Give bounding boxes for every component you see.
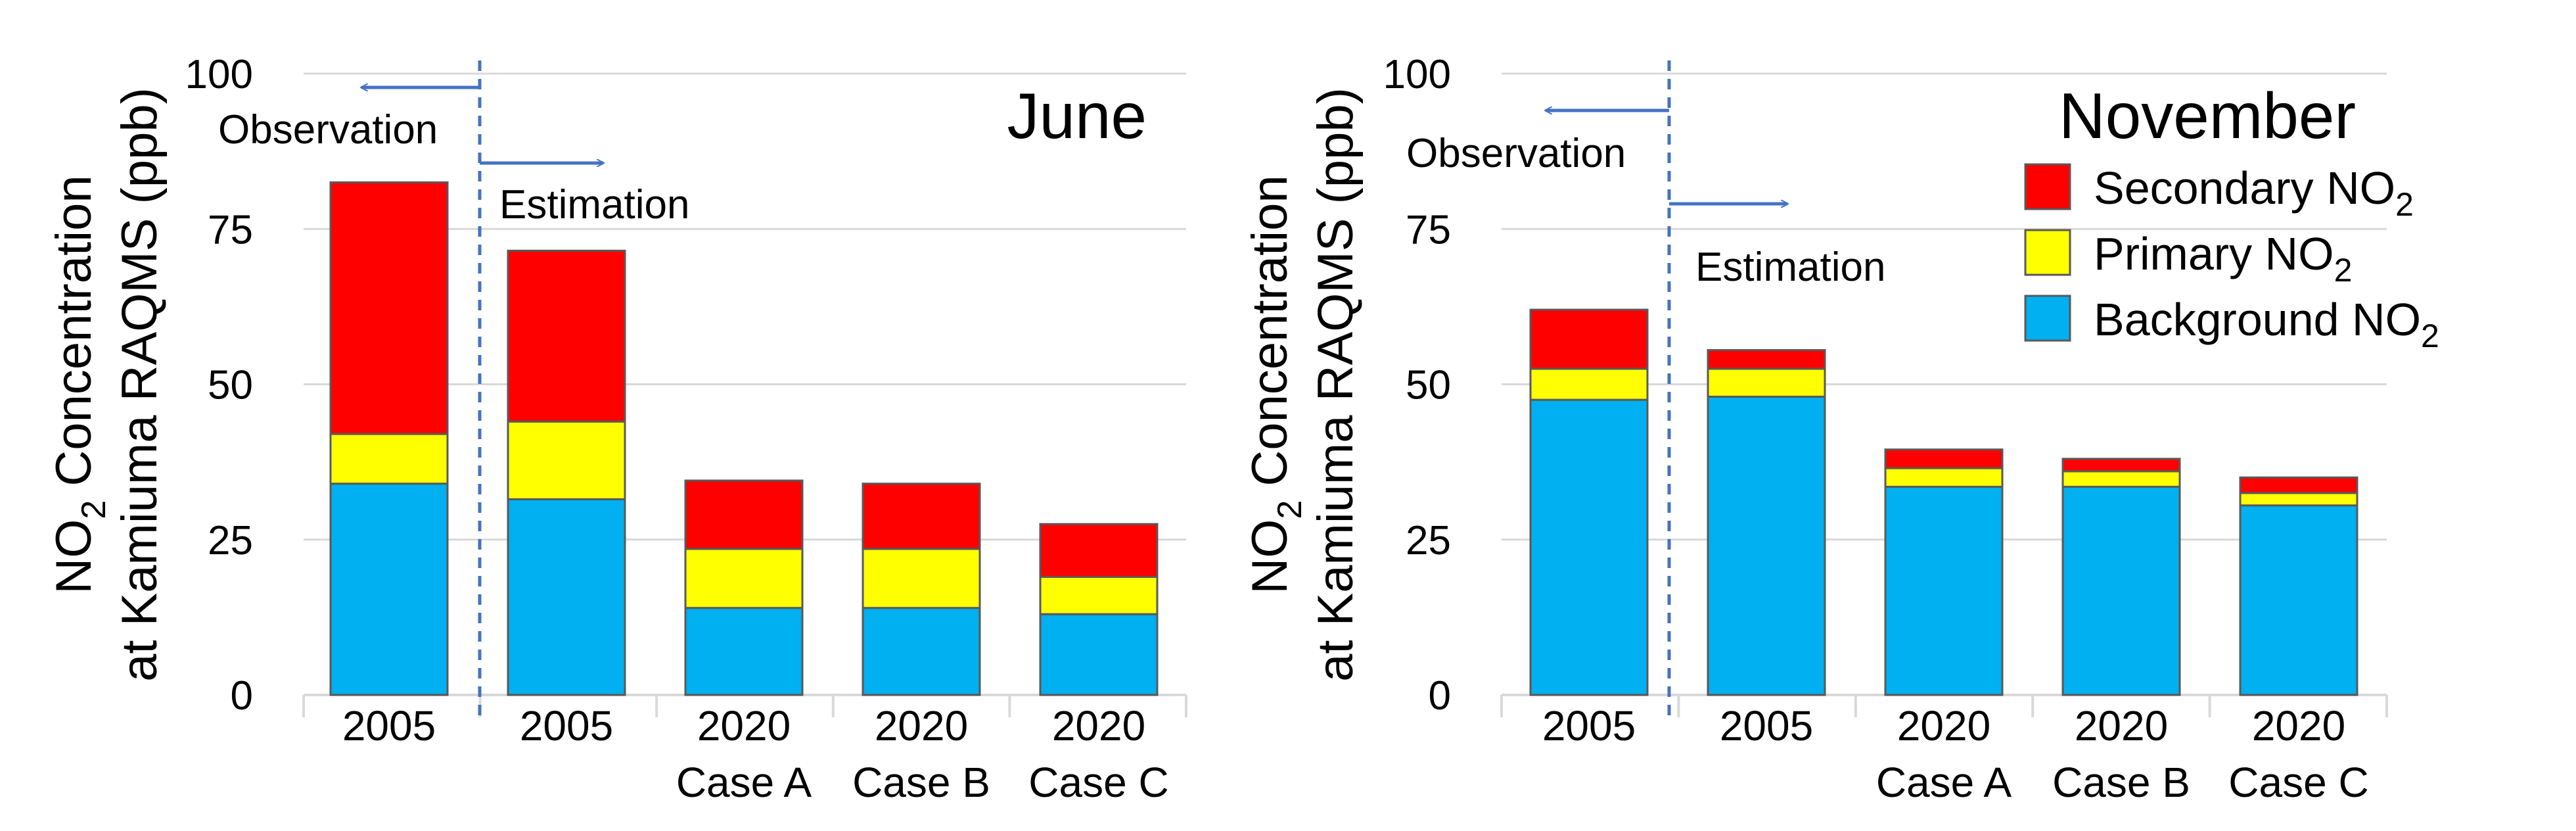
- y-axis-label-no: NO: [1242, 519, 1298, 594]
- x-tick-label: 2020: [2075, 702, 2168, 749]
- bar-secondary-5: [1039, 523, 1159, 578]
- estimation-label: Estimation: [499, 182, 689, 227]
- y-tick-label: 25: [1406, 518, 1451, 563]
- bar-primary-4: [2061, 470, 2181, 488]
- bar-primary-3: [684, 548, 804, 609]
- chart-title: November: [2059, 80, 2356, 152]
- bar-secondary-4: [2061, 458, 2181, 473]
- x-tick-label: 2005: [1542, 702, 1636, 749]
- x-tick-label: 2020: [1897, 702, 1990, 749]
- legend-label-secondary: Secondary NO2: [2094, 162, 2414, 223]
- y-tick-label: 0: [231, 673, 253, 719]
- x-tick-label: 2020: [875, 702, 968, 749]
- chart-panel-1: 0 25 50 75 100 2005 2005 2020 Case A 2020 Case B 20…: [46, 52, 1187, 806]
- chart-panel-2: 0 25 50 75 100 2005 2005 2020 Case A 2020 Case B 20…: [1242, 52, 2439, 806]
- bar-primary-3: [1884, 467, 2004, 488]
- x-tick-label-case: Case A: [676, 759, 812, 806]
- legend-subscript: 2: [2334, 252, 2353, 289]
- y-tick-label: 50: [208, 363, 253, 408]
- bar-background-3: [1884, 485, 2004, 696]
- y-tick-label: 100: [1383, 52, 1451, 97]
- y-axis-label-line1: NO2 Concentration: [1242, 175, 1309, 594]
- x-tick-label: 2005: [342, 702, 436, 749]
- x-tick-label: 2020: [1052, 702, 1145, 749]
- y-axis-label-concentration: Concentration: [46, 175, 102, 500]
- y-axis-label-subscript: 2: [1271, 500, 1309, 519]
- x-tick-label-case: Case C: [2228, 759, 2368, 806]
- bar-secondary-4: [862, 483, 981, 550]
- bar-primary-1: [329, 433, 449, 485]
- bar-background-5: [1039, 613, 1159, 696]
- x-tick-label: 2020: [2252, 702, 2345, 749]
- y-axis-label-line2: at Kamiuma RAQMS (ppb): [112, 87, 168, 682]
- bar-primary-5: [1039, 575, 1159, 615]
- bar-primary-2: [1707, 368, 1826, 398]
- bar-primary-1: [1529, 368, 1649, 401]
- legend-subscript: 2: [2395, 186, 2414, 223]
- y-tick-label: 50: [1406, 363, 1451, 408]
- bar-secondary-1: [329, 181, 449, 435]
- bar-secondary-3: [684, 479, 804, 550]
- bar-primary-2: [507, 420, 626, 500]
- observation-label: Observation: [1406, 131, 1626, 176]
- y-tick-label: 75: [1406, 207, 1451, 252]
- x-tick-label: 2005: [520, 702, 613, 749]
- bar-secondary-1: [1529, 308, 1649, 370]
- bar-background-3: [684, 607, 804, 696]
- bar-background-4: [2061, 485, 2181, 696]
- legend-swatch-primary: [2024, 229, 2071, 276]
- bar-primary-5: [2239, 492, 2358, 507]
- y-axis-label-no: NO: [46, 519, 102, 594]
- bar-background-2: [507, 498, 626, 696]
- legend-swatch-background: [2024, 295, 2071, 342]
- x-tick-label-case: Case A: [1876, 759, 2012, 806]
- legend-label-primary: Primary NO2: [2094, 228, 2352, 289]
- y-tick-label: 25: [208, 518, 253, 563]
- y-axis-label-line1: NO2 Concentration: [46, 175, 113, 594]
- bar-secondary-2: [1707, 349, 1826, 370]
- bar-background-1: [1529, 398, 1649, 696]
- x-tick-label-case: Case B: [852, 759, 990, 806]
- y-tick-label: 0: [1429, 673, 1451, 719]
- bar-background-2: [1707, 395, 1826, 696]
- y-axis-label-line2: at Kamiuma RAQMS (ppb): [1308, 87, 1364, 682]
- bar-secondary-3: [1884, 448, 2004, 469]
- bar-primary-4: [862, 548, 981, 609]
- x-tick-label: 2005: [1720, 702, 1813, 749]
- observation-label: Observation: [218, 107, 438, 153]
- legend-text: Primary NO: [2094, 228, 2334, 279]
- bar-secondary-2: [507, 249, 626, 423]
- legend-subscript: 2: [2421, 318, 2439, 354]
- bar-background-5: [2239, 504, 2358, 696]
- bar-background-4: [862, 607, 981, 696]
- bar-secondary-5: [2239, 476, 2358, 494]
- estimation-label: Estimation: [1695, 245, 1885, 290]
- x-tick-label-case: Case C: [1028, 759, 1168, 806]
- x-tick-label-case: Case B: [2052, 759, 2190, 806]
- chart-title: June: [1007, 80, 1147, 152]
- legend-swatch-secondary: [2024, 163, 2071, 210]
- legend-text: Background NO: [2094, 294, 2421, 345]
- y-tick-label: 75: [208, 207, 253, 252]
- x-tick-label: 2020: [697, 702, 791, 749]
- legend-label-background: Background NO2: [2094, 294, 2439, 354]
- legend-text: Secondary NO: [2094, 162, 2395, 214]
- bar-background-1: [329, 483, 449, 696]
- y-tick-label: 100: [185, 52, 253, 97]
- y-axis-label-subscript: 2: [75, 500, 113, 519]
- y-axis-label-concentration: Concentration: [1242, 175, 1298, 500]
